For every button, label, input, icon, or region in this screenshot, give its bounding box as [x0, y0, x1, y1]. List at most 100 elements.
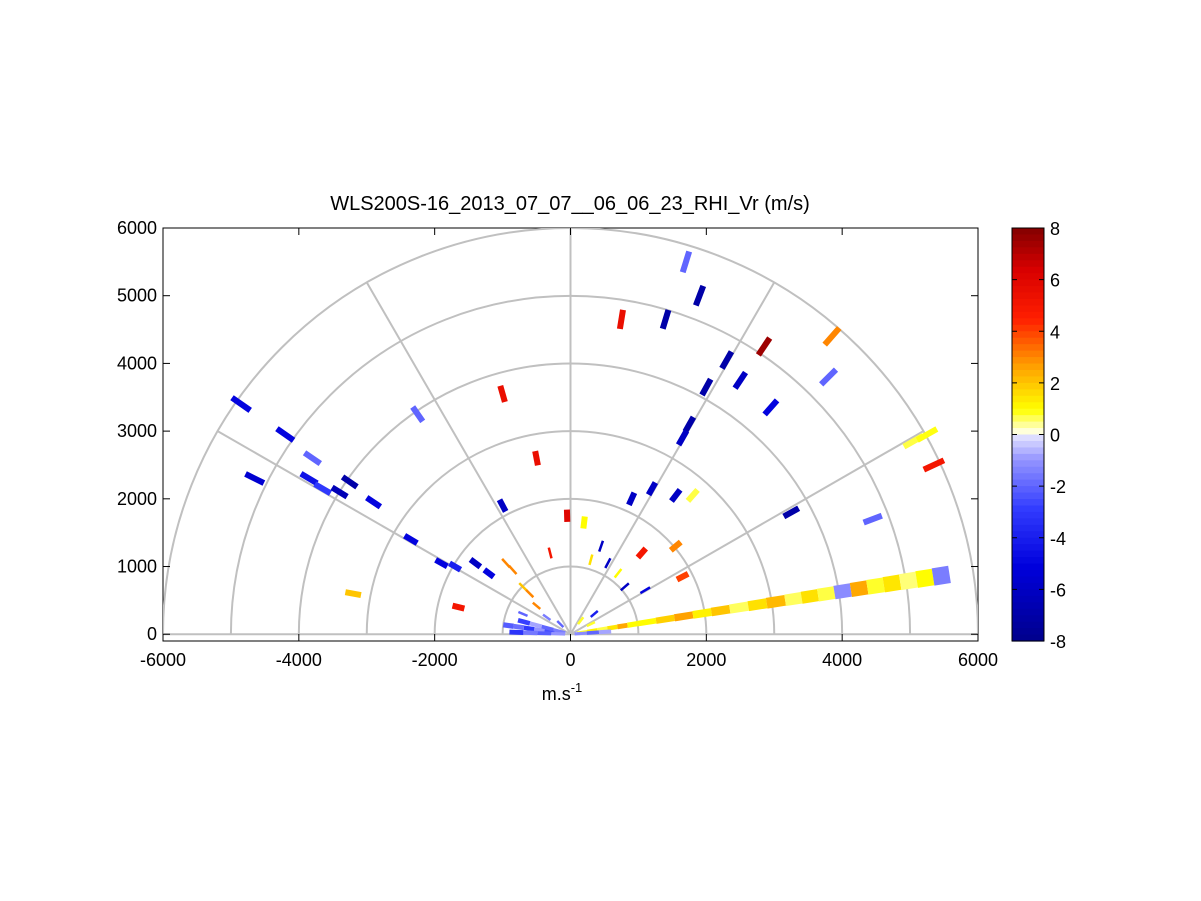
colorbar-segment — [1012, 634, 1044, 642]
colorbar-tick-label: -6 — [1050, 580, 1066, 600]
beam-gate — [673, 611, 694, 622]
velocity-segment — [669, 487, 683, 503]
beam-gate — [553, 628, 566, 635]
colorbar-segment — [1012, 408, 1044, 416]
colorbar-segment — [1012, 260, 1044, 268]
velocity-segment — [468, 557, 483, 570]
colorbar-segment — [1012, 473, 1044, 481]
colorbar-segment — [1012, 524, 1044, 532]
velocity-segment — [619, 582, 630, 592]
y-tick-label: 6000 — [117, 218, 157, 238]
colorbar-segment — [1012, 460, 1044, 468]
beam-gate — [598, 629, 612, 635]
velocity-segment — [451, 602, 466, 612]
beam-gate — [866, 577, 885, 595]
colorbar-segment — [1012, 505, 1044, 513]
velocity-segment — [403, 533, 419, 546]
colorbar-segment — [1012, 382, 1044, 390]
velocity-segment — [496, 498, 509, 513]
velocity-segment — [675, 429, 690, 447]
velocity-segment — [679, 250, 693, 274]
beam-gate — [747, 598, 768, 612]
colorbar-segment — [1012, 537, 1044, 545]
colorbar-ticks: 8 6 4 2 0 -2 -4 -6 -8 — [1012, 219, 1066, 652]
velocity-segment — [613, 568, 623, 579]
velocity-segment — [542, 613, 552, 621]
beam-gate — [541, 624, 554, 632]
beam-gate — [597, 626, 608, 633]
x-axis-label-exponent: -1 — [571, 680, 583, 695]
velocity-segment — [588, 554, 594, 566]
velocity-segment — [586, 620, 596, 628]
colorbar-segment — [1012, 544, 1044, 552]
colorbar-segment — [1012, 447, 1044, 455]
velocity-segment — [668, 539, 683, 553]
velocity-segment — [635, 546, 648, 560]
beam-gate — [931, 565, 951, 586]
x-tick-label: -4000 — [276, 650, 322, 670]
colorbar-segment — [1012, 453, 1044, 461]
x-tick-label: -6000 — [140, 650, 186, 670]
velocity-segment — [639, 586, 651, 595]
x-axis-label: m.s-1 — [542, 680, 583, 704]
colorbar-segment — [1012, 234, 1044, 242]
colorbar-segment — [1012, 402, 1044, 410]
y-tick-label: 4000 — [117, 353, 157, 373]
velocity-segment — [577, 616, 585, 625]
velocity-segment — [532, 450, 541, 466]
velocity-segment — [299, 471, 319, 486]
velocity-segment — [626, 491, 638, 507]
x-tick-label: -2000 — [412, 650, 458, 670]
x-tick-label: 4000 — [822, 650, 862, 670]
colorbar-tick-label: -8 — [1050, 632, 1066, 652]
beam-gate — [523, 625, 535, 632]
beam-gate — [517, 617, 531, 626]
beam-gate — [692, 608, 712, 619]
velocity-segment — [497, 384, 508, 403]
velocity-segment — [782, 505, 801, 520]
velocity-segment — [762, 398, 780, 417]
velocity-segment — [547, 547, 553, 559]
colorbar-segment — [1012, 492, 1044, 500]
y-tick-label: 5000 — [117, 286, 157, 306]
velocity-segment — [915, 426, 939, 443]
velocity-segment — [719, 350, 735, 370]
beam-gate — [765, 595, 786, 609]
colorbar-segment — [1012, 376, 1044, 384]
beam-gate — [784, 592, 803, 607]
beam-gate — [617, 622, 628, 630]
beam-gate — [849, 580, 869, 597]
colorbar-segment — [1012, 247, 1044, 255]
velocity-segment — [434, 557, 449, 569]
velocity-segment — [685, 487, 700, 503]
beam-gate — [833, 583, 852, 600]
velocity-segment — [659, 309, 672, 330]
colorbar-segment — [1012, 266, 1044, 274]
velocity-segment — [822, 326, 842, 347]
spoke-line — [365, 281, 572, 635]
velocity-segment — [862, 512, 883, 526]
beam-gate — [544, 628, 556, 634]
colorbar-segment — [1012, 421, 1044, 429]
velocity-segment — [675, 571, 690, 583]
x-axis-label-base: m.s — [542, 684, 571, 704]
beam-gate — [586, 630, 600, 635]
velocity-segment — [922, 457, 946, 473]
colorbar-segment — [1012, 415, 1044, 423]
colorbar-segment — [1012, 395, 1044, 403]
colorbar-segment — [1012, 279, 1044, 287]
y-tick-label: 3000 — [117, 421, 157, 441]
colorbar-segment — [1012, 511, 1044, 519]
velocity-segment — [365, 495, 383, 510]
velocity-segment — [616, 309, 626, 330]
colorbar-segment — [1012, 499, 1044, 507]
colorbar-segment — [1012, 286, 1044, 294]
velocity-segment — [532, 601, 542, 610]
colorbar-segment — [1012, 273, 1044, 281]
velocity-segment — [755, 336, 773, 357]
velocity-segment — [508, 564, 518, 575]
colorbar-segment — [1012, 589, 1044, 597]
colorbar-segment — [1012, 363, 1044, 371]
beam-gate — [627, 621, 638, 628]
beam-gate — [533, 627, 545, 633]
